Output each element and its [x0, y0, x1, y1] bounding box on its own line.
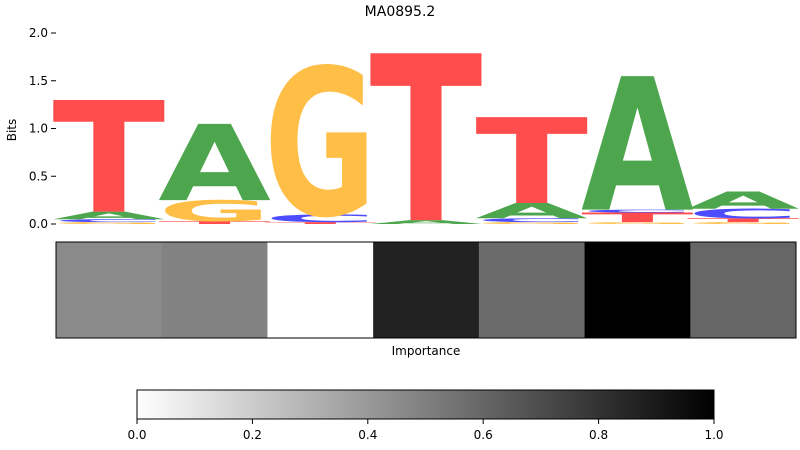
logo-letter-C: C: [52, 218, 165, 223]
heatmap-cell: [161, 242, 268, 338]
logo-letter-C: C: [581, 209, 694, 214]
logo-letter-A: A: [52, 210, 165, 222]
logo-letter-G: G: [264, 26, 377, 263]
chart-title: MA0895.2: [365, 4, 436, 20]
heatmap-cell: [478, 242, 586, 338]
logo-letter-G: G: [687, 222, 800, 225]
logo-letter-T: T: [475, 94, 588, 231]
logo-letter-C: C: [687, 206, 800, 221]
logo-letter-T: T: [264, 222, 377, 225]
heatmap-cell: [373, 242, 480, 338]
colorbar-tick-label: 0.4: [358, 428, 377, 442]
heatmap-cells: [56, 242, 797, 338]
y-tick-label: 1.0: [29, 122, 48, 136]
logo-letter-G: G: [158, 195, 271, 228]
logo-letter-T: T: [687, 217, 800, 223]
logo-letter-T: T: [52, 69, 165, 248]
logo-letter-A: A: [158, 103, 271, 225]
colorbar-gradient: [136, 389, 715, 420]
y-tick-label: 0.0: [29, 217, 48, 231]
heatmap-cell: [267, 242, 374, 338]
heatmap-cell: [584, 242, 691, 338]
logo-letter-A: A: [687, 187, 800, 215]
logo-letter-G: G: [475, 222, 588, 225]
logo-letter-T: T: [581, 210, 694, 225]
heatmap-xlabel: Importance: [392, 344, 461, 358]
logo-letter-C: C: [264, 212, 377, 224]
colorbar-tick-label: 0.2: [243, 428, 262, 442]
heatmap-cell: [56, 242, 163, 338]
y-tick-label: 0.5: [29, 169, 48, 183]
y-axis-label: Bits: [5, 119, 19, 142]
y-tick-label: 2.0: [29, 26, 48, 40]
y-tick-label: 1.5: [29, 74, 48, 88]
logo-letter-A: A: [475, 199, 588, 224]
colorbar-tick-label: 0.8: [589, 428, 608, 442]
logo-letter-T: T: [370, 9, 483, 275]
colorbar-tick-label: 0.6: [474, 428, 493, 442]
logo-letter-A: A: [370, 219, 483, 225]
colorbar-ticks: 0.0 0.2 0.4 0.6 0.8 1.0: [127, 419, 724, 442]
logo-letter-A: A: [581, 40, 694, 254]
logo-panel: MA0895.2 Bits 0.00.51.01.52.0 GCATTGATCG…: [5, 4, 800, 275]
logo-letter-T: T: [158, 220, 271, 225]
importance-panel: Importance: [55, 241, 797, 358]
heatmap-frame: [55, 241, 797, 339]
colorbar: 0.0 0.2 0.4 0.6 0.8 1.0: [127, 389, 724, 442]
logo-letter-G: G: [52, 222, 165, 225]
colorbar-tick-label: 0.0: [127, 428, 146, 442]
logo-letter-G: G: [581, 222, 694, 225]
colorbar-tick-label: 1.0: [704, 428, 723, 442]
y-axis: 0.0 0.5 1.0 1.5 2.0: [29, 26, 56, 231]
heatmap-cell: [690, 242, 797, 338]
logo-letter-C: C: [475, 217, 588, 223]
